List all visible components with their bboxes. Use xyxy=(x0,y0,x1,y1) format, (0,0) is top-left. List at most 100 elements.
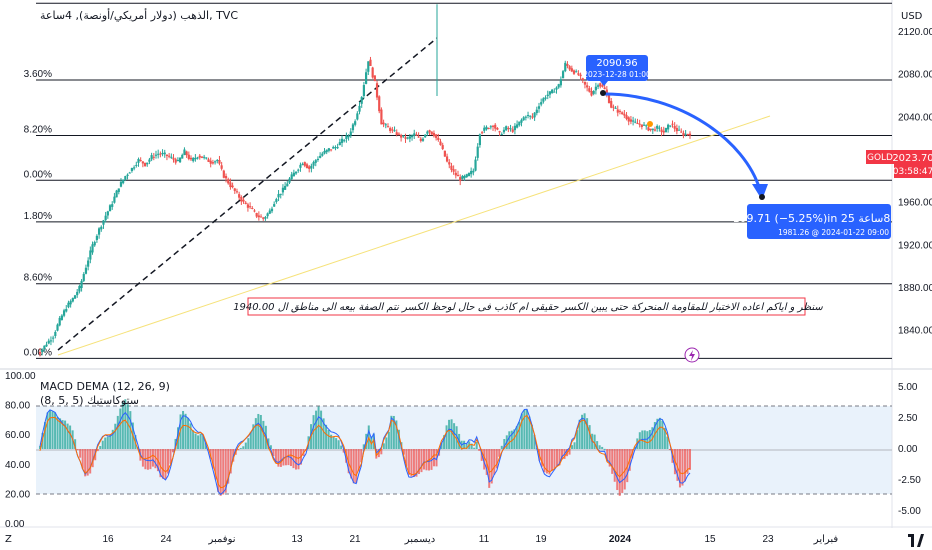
macd-bar xyxy=(106,436,109,449)
candle-body xyxy=(371,67,374,78)
target-marker[interactable] xyxy=(759,194,765,200)
macd-bar xyxy=(503,439,506,449)
time-tick: 11 xyxy=(479,534,490,545)
macd-bar xyxy=(229,449,232,474)
candle-body xyxy=(196,157,199,159)
macd-bar xyxy=(683,449,686,482)
candle-body xyxy=(526,115,530,117)
candle-body xyxy=(568,66,571,70)
peak-callout[interactable] xyxy=(586,55,648,81)
candle-body xyxy=(292,172,295,177)
candle-body xyxy=(485,126,488,130)
peak-callout-price: 2090.96 xyxy=(596,58,637,69)
macd-bar xyxy=(109,434,112,449)
dashed-trend-line[interactable] xyxy=(57,37,438,351)
measure-callout-sub: 1981.26 @ 2024-01-22 09:00 xyxy=(778,228,889,237)
annotation-box[interactable] xyxy=(247,297,806,316)
candle-body xyxy=(41,349,44,352)
macd-bar xyxy=(598,445,601,449)
macd-bar xyxy=(74,439,77,449)
candle-body xyxy=(249,206,252,208)
candle-body xyxy=(244,202,247,204)
candle-body xyxy=(211,162,214,164)
macd-bar xyxy=(242,446,245,449)
macd-bar xyxy=(601,446,604,449)
candle-body xyxy=(227,179,230,184)
candle-body xyxy=(157,153,160,155)
measure-callout[interactable] xyxy=(747,204,891,239)
candle-body xyxy=(505,126,508,131)
candle-body xyxy=(172,157,175,160)
macd-line xyxy=(39,408,691,496)
support-trend-line[interactable] xyxy=(57,115,771,356)
macd-bar xyxy=(470,443,473,449)
candle-body xyxy=(496,128,499,130)
candle-body xyxy=(303,162,306,166)
candle-body xyxy=(347,135,350,138)
candle-body xyxy=(349,131,352,136)
macd-bar xyxy=(676,449,679,481)
candle-body xyxy=(673,125,676,129)
macd-bar xyxy=(448,419,451,449)
candle-body xyxy=(599,83,602,87)
macd-bar xyxy=(390,415,393,449)
candle-body xyxy=(165,154,169,156)
price-tag[interactable] xyxy=(894,150,932,178)
candle-body xyxy=(408,136,411,139)
candle-body xyxy=(555,87,558,90)
macd-bar xyxy=(415,449,418,477)
candle-body xyxy=(354,121,357,125)
macd-bar xyxy=(402,449,405,455)
macd-bar xyxy=(362,444,365,449)
candle-body xyxy=(476,146,479,158)
candle-body xyxy=(268,210,271,214)
candle-body xyxy=(60,315,63,320)
tv-logo-icon[interactable] xyxy=(908,534,924,547)
chart-title: الذهب (دولار أمريكي/أونصة), 4ساعة, TVC xyxy=(40,8,238,22)
candle-body xyxy=(367,61,370,72)
price-axis-ticks[interactable]: 2120.002080.002040.002000.001960.001920.… xyxy=(898,27,932,337)
trend-lines[interactable] xyxy=(57,37,771,356)
projection-arrow[interactable] xyxy=(603,92,762,191)
candle-body xyxy=(531,116,534,118)
candle-body xyxy=(378,96,381,112)
macd-bar xyxy=(315,410,318,449)
macd-bar xyxy=(513,429,516,449)
candle-body xyxy=(87,260,90,267)
candle-body xyxy=(73,295,77,299)
macd-bar xyxy=(44,422,47,449)
fib-levels[interactable] xyxy=(36,2,892,359)
macd-axis-ticks[interactable]: 5.00 2.50 0.00 -2.50 -5.00 xyxy=(898,382,921,517)
candle-body xyxy=(432,132,436,137)
peak-callout-time: 2023-12-28 01:00 xyxy=(583,70,651,79)
candle-body xyxy=(610,100,613,108)
candle-body xyxy=(224,176,228,179)
macd-bar xyxy=(420,449,423,473)
candle-body xyxy=(76,291,79,296)
candle-body xyxy=(255,212,258,217)
candle-body xyxy=(297,169,300,171)
candle-body xyxy=(277,194,280,198)
macd-bar xyxy=(114,423,117,449)
zoom-z-icon[interactable]: Z xyxy=(5,534,12,545)
candle-body xyxy=(286,183,289,187)
macd-bar xyxy=(410,449,413,477)
candle-body xyxy=(487,128,490,129)
candle-body xyxy=(194,157,197,160)
candle-body xyxy=(623,113,626,116)
candle-body xyxy=(80,280,83,288)
macd-bar xyxy=(658,417,661,449)
candle-body xyxy=(456,174,460,177)
peak-marker[interactable] xyxy=(600,90,606,96)
candle-body xyxy=(189,157,193,160)
time-axis-ticks[interactable]: 16 24 نوفمبر 13 21 ديسمبر 11 19 2024 15 23 فبراير xyxy=(102,534,838,545)
candle-body xyxy=(677,129,681,131)
candle-body xyxy=(445,156,449,162)
macd-bar xyxy=(689,449,691,470)
macd-bar xyxy=(124,399,127,449)
candle-body xyxy=(240,196,243,202)
time-tick: 15 xyxy=(704,534,716,545)
macd-bar xyxy=(239,447,242,449)
symbol-tag[interactable] xyxy=(866,150,894,164)
